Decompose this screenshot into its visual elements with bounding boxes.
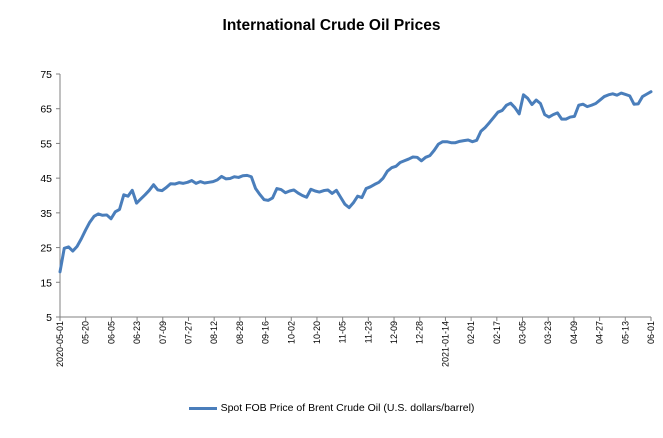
x-tick-label: 11-23 (363, 321, 373, 343)
x-tick-label: 06-05 (106, 321, 116, 344)
x-tick-label: 09-16 (261, 321, 271, 344)
x-tick-label: 05-13 (620, 321, 630, 344)
x-tick-label: 08-12 (209, 321, 219, 344)
y-tick-label: 75 (40, 69, 52, 81)
y-tick-label: 55 (40, 138, 52, 150)
axes-layer: 5 15 25 35 45 55 65 75 2020-05-01 05-20 06-05 06-23… (40, 69, 656, 367)
x-tick-label: 03-23 (543, 321, 553, 344)
y-tick-label: 45 (40, 173, 52, 185)
legend: Spot FOB Price of Brent Crude Oil (U.S. … (0, 402, 663, 414)
series-layer (58, 90, 653, 274)
y-tick-label: 25 (40, 243, 52, 255)
x-tick-label: 03-05 (518, 321, 528, 344)
x-tick-label: 02-01 (466, 321, 476, 344)
x-tick-label: 06-01 (646, 321, 656, 344)
x-tick-label: 07-09 (158, 321, 168, 344)
x-tick-label: 04-27 (595, 321, 605, 344)
x-tick-label: 05-20 (81, 321, 91, 344)
x-tick-label: 07-27 (183, 321, 193, 344)
x-tick-label: 06-23 (132, 321, 142, 344)
x-tick-label: 08-28 (235, 321, 245, 344)
series-line-0 (58, 90, 653, 274)
x-tick-label: 2020-05-01 (55, 321, 65, 367)
x-tick-label: 10-02 (286, 321, 296, 344)
x-tick-label: 11-05 (338, 321, 348, 343)
x-tick-label: 02-17 (492, 321, 502, 344)
x-tick-label: 12-09 (389, 321, 399, 344)
y-tick-label: 35 (40, 208, 52, 220)
x-tick-label: 2021-01-14 (440, 321, 450, 367)
x-tick-label: 12-28 (415, 321, 425, 344)
x-tick-label: 10-20 (312, 321, 322, 344)
y-tick-label: 65 (40, 104, 52, 116)
chart-title: International Crude Oil Prices (222, 17, 441, 34)
y-tick-label: 5 (46, 312, 52, 324)
legend-swatch (188, 406, 217, 410)
legend-label: Spot FOB Price of Brent Crude Oil (U.S. … (220, 402, 475, 414)
y-tick-label: 15 (40, 277, 52, 289)
x-tick-label: 04-09 (569, 321, 579, 344)
